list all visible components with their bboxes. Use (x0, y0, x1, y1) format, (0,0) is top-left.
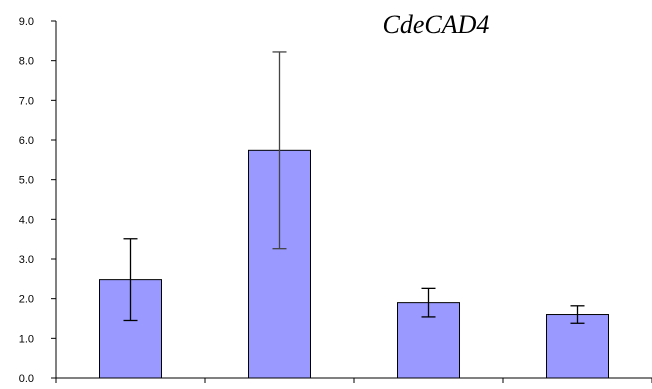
y-tick-label: 5.0 (19, 175, 34, 187)
y-tick-label: 3.0 (19, 254, 34, 266)
y-tick-label: 0.0 (19, 373, 34, 385)
chart-title: CdeCAD4 (383, 10, 490, 39)
y-tick-label: 6.0 (19, 135, 34, 147)
y-tick-label: 1.0 (19, 333, 34, 345)
y-tick-label: 4.0 (19, 214, 34, 226)
y-tick-label: 2.0 (19, 294, 34, 306)
bar (546, 314, 609, 379)
y-tick-label: 9.0 (19, 16, 34, 28)
bar (99, 279, 162, 379)
y-tick-label: 7.0 (19, 95, 34, 107)
y-tick-label: 8.0 (19, 56, 34, 68)
plot-area: 0.0 1.0 2.0 3.0 4.0 5.0 6.0 7.0 8.0 9.0 (19, 16, 652, 385)
